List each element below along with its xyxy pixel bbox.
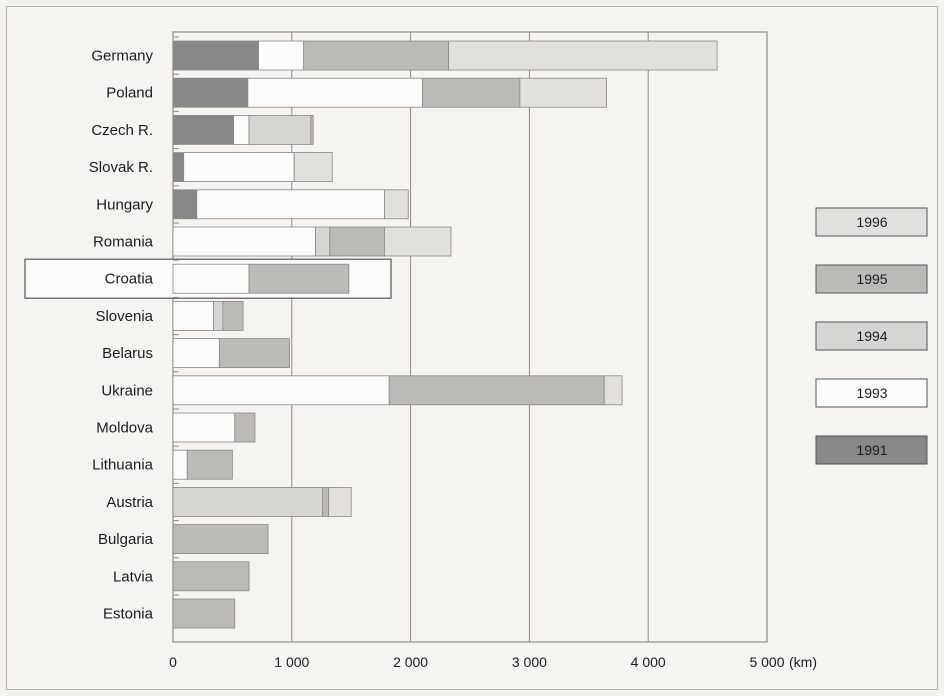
bar-hungary-1993 — [196, 189, 385, 220]
bar-hungary-1996 — [384, 189, 409, 220]
legend-label-1995: 1995 — [856, 271, 887, 287]
category-label: Czech R. — [91, 122, 153, 139]
legend-label-1994: 1994 — [856, 328, 887, 344]
category-label: Romania — [93, 234, 154, 251]
category-label: Austria — [106, 494, 153, 511]
legend-label-1993: 1993 — [856, 385, 887, 401]
category-label: Poland — [106, 85, 153, 102]
category-label: Croatia — [105, 271, 154, 288]
legend-label-1996: 1996 — [856, 214, 887, 230]
x-tick-label: 5 000 — [749, 654, 784, 670]
bar-czech-r--1995 — [310, 115, 314, 145]
bar-poland-1991 — [172, 77, 249, 108]
x-tick-label: 2 000 — [393, 654, 428, 670]
legend: 1996 1995 1994 1993 1991 — [815, 207, 928, 465]
x-unit-label: (km) — [789, 654, 817, 670]
bar-slovenia-1993 — [172, 300, 214, 331]
category-labels: Germany Poland Czech R. Slovak R. Hungary Rom… — [89, 48, 154, 623]
bar-czech-r--1993 — [233, 115, 250, 145]
legend-label-1991: 1991 — [856, 442, 887, 458]
bar-hungary-1991 — [172, 189, 198, 220]
bar-ukraine-1993 — [172, 375, 390, 406]
bar-croatia-1995 — [248, 263, 350, 294]
bar-germany-1993 — [258, 40, 305, 71]
bar-latvia-1995 — [172, 561, 250, 592]
category-label: Belarus — [102, 345, 153, 362]
bar-czech-r--1994 — [248, 115, 312, 145]
category-label: Lithuania — [92, 457, 154, 474]
bar-slovak-r--1993 — [183, 152, 295, 183]
bar-romania-1993 — [172, 226, 316, 257]
x-tick-label: 3 000 — [512, 654, 547, 670]
bar-lithuania-1993 — [172, 449, 188, 480]
bar-belarus-1993 — [172, 338, 220, 369]
bar-moldova-1993 — [172, 412, 236, 443]
bar-ukraine-1996 — [603, 375, 623, 406]
bar-germany-1996 — [448, 40, 718, 71]
x-axis-ticks: 0 1 000 2 000 3 000 4 000 5 000 (km) — [169, 654, 817, 670]
category-label: Bulgaria — [98, 531, 154, 548]
bar-lithuania-1995 — [186, 449, 233, 480]
bar-germany-1991 — [172, 40, 259, 71]
category-label: Germany — [91, 48, 153, 65]
legend-swatch-1994 — [815, 321, 928, 351]
bar-austria-1996 — [328, 486, 352, 517]
bar-estonia-1995 — [172, 598, 236, 629]
bar-ukraine-1995 — [388, 375, 605, 406]
legend-swatch-1996 — [815, 207, 928, 237]
category-label: Hungary — [96, 196, 153, 213]
x-tick-label: 1 000 — [274, 654, 309, 670]
x-tick-label: 0 — [169, 654, 177, 670]
bar-romania-1995 — [329, 226, 385, 257]
x-tick-label: 4 000 — [631, 654, 666, 670]
category-label: Moldova — [96, 420, 153, 437]
bar-slovak-r--1991 — [172, 152, 185, 183]
bar-bulgaria-1995 — [172, 524, 269, 554]
legend-swatch-1991 — [815, 435, 928, 465]
bar-austria-1994 — [172, 486, 324, 517]
bar-poland-1993 — [247, 77, 423, 108]
category-label: Estonia — [103, 606, 154, 623]
bar-slovak-r--1996 — [293, 152, 333, 183]
category-label: Latvia — [113, 568, 154, 585]
bar-belarus-1995 — [218, 338, 290, 369]
bar-germany-1995 — [303, 40, 450, 71]
category-label: Ukraine — [101, 382, 153, 399]
bars — [24, 36, 718, 629]
category-label: Slovenia — [95, 308, 153, 325]
bar-poland-1995 — [422, 77, 521, 108]
legend-swatch-1995 — [815, 264, 928, 294]
bar-slovenia-1995 — [222, 300, 244, 331]
bar-moldova-1995 — [234, 412, 256, 443]
bar-croatia-1993 — [172, 263, 250, 294]
bar-austria-1995 — [322, 486, 330, 517]
bar-romania-1994 — [315, 226, 331, 257]
bar-poland-1996 — [519, 77, 608, 108]
bar-czech-r--1991 — [172, 115, 234, 145]
bar-romania-1996 — [384, 226, 452, 257]
legend-swatch-1993 — [815, 378, 928, 408]
category-label: Slovak R. — [89, 159, 153, 176]
bar-slovenia-1994 — [212, 300, 224, 331]
